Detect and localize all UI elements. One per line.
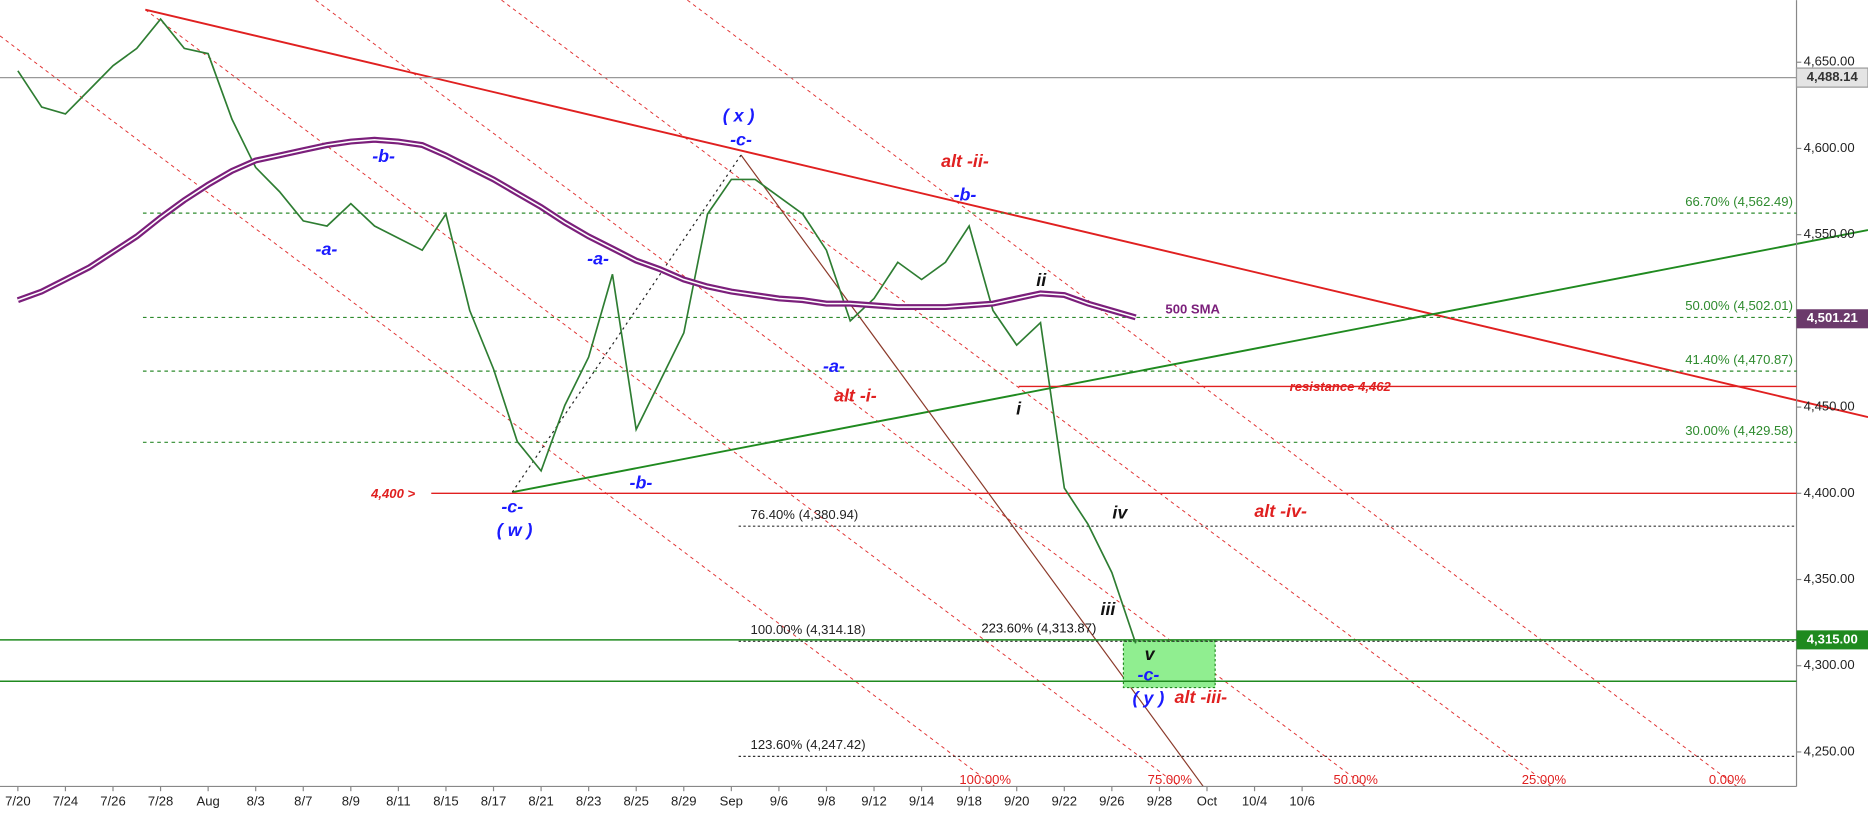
y-tick-label: 4,650.00 bbox=[1804, 54, 1855, 69]
x-tick-label: 9/6 bbox=[770, 793, 788, 808]
price-badge-label: 4,488.14 bbox=[1807, 69, 1859, 84]
x-tick-label: 7/28 bbox=[148, 793, 173, 808]
wave-label: ( w ) bbox=[497, 520, 533, 540]
x-tick-label: 9/22 bbox=[1052, 793, 1077, 808]
x-tick-label: Aug bbox=[196, 793, 219, 808]
x-tick-label: 9/20 bbox=[1004, 793, 1029, 808]
x-tick-label: 7/20 bbox=[5, 793, 30, 808]
y-tick-label: 4,350.00 bbox=[1804, 571, 1855, 586]
retracement-label: 50.00% (4,502.01) bbox=[1685, 298, 1793, 313]
x-tick-label: 7/26 bbox=[100, 793, 125, 808]
x-tick-label: 10/4 bbox=[1242, 793, 1267, 808]
channel-line bbox=[0, 35, 996, 787]
wave-label: -b- bbox=[372, 146, 395, 166]
wave-label: -a- bbox=[823, 356, 845, 376]
x-tick-label: 9/18 bbox=[956, 793, 981, 808]
sma-line-inner bbox=[17, 139, 1136, 319]
wave-label: alt -ii- bbox=[941, 151, 989, 171]
x-tick-label: Oct bbox=[1197, 793, 1218, 808]
wave-label: ii bbox=[1036, 270, 1047, 290]
y-tick-label: 4,450.00 bbox=[1804, 399, 1855, 414]
wave-label: ( y ) bbox=[1133, 688, 1165, 708]
wave-label: alt -i- bbox=[834, 386, 877, 406]
retracement-label: 66.70% (4,562.49) bbox=[1685, 194, 1793, 209]
channel-line bbox=[145, 9, 1180, 787]
wave-label: -c- bbox=[1138, 664, 1160, 684]
channel-label: 75.00% bbox=[1148, 772, 1193, 787]
value-badge-label: 4,501.21 bbox=[1807, 310, 1858, 325]
level-badge-label: 4,315.00 bbox=[1807, 631, 1858, 646]
channel-label: 100.00% bbox=[959, 772, 1011, 787]
retracement-label: 30.00% (4,429.58) bbox=[1685, 423, 1793, 438]
extension-label: 100.00% (4,314.18) bbox=[751, 622, 866, 637]
x-tick-label: 9/14 bbox=[909, 793, 934, 808]
retracement-label: 41.40% (4,470.87) bbox=[1685, 352, 1793, 367]
x-tick-label: 10/6 bbox=[1289, 793, 1314, 808]
level-label: 4,400 > bbox=[370, 486, 415, 501]
y-tick-label: 4,300.00 bbox=[1804, 657, 1855, 672]
target-zone bbox=[1122, 640, 1216, 689]
channel-label: 25.00% bbox=[1522, 772, 1567, 787]
x-tick-label: 7/24 bbox=[53, 793, 78, 808]
y-tick-label: 4,250.00 bbox=[1804, 743, 1855, 758]
uptrend-line bbox=[512, 229, 1868, 494]
x-tick-label: 8/29 bbox=[671, 793, 696, 808]
wave-label: -b- bbox=[630, 473, 653, 493]
x-tick-label: 8/17 bbox=[481, 793, 506, 808]
x-tick-label: 9/12 bbox=[861, 793, 886, 808]
x-tick-label: 8/11 bbox=[386, 793, 411, 808]
wave-label: -c- bbox=[501, 496, 523, 516]
x-tick-label: 8/15 bbox=[433, 793, 458, 808]
extension-label: 123.60% (4,247.42) bbox=[751, 737, 866, 752]
x-tick-label: Sep bbox=[720, 793, 743, 808]
price-badge bbox=[1795, 67, 1868, 88]
wave-label: iii bbox=[1100, 599, 1116, 619]
y-tick-label: 4,550.00 bbox=[1804, 226, 1855, 241]
price-line bbox=[17, 17, 1137, 644]
x-tick-label: 9/8 bbox=[817, 793, 835, 808]
channel-label: 0.00% bbox=[1709, 772, 1746, 787]
value-badge bbox=[1796, 309, 1868, 329]
wave-label: -b- bbox=[954, 184, 977, 204]
wave-label: -a- bbox=[587, 249, 609, 269]
wave-label: -a- bbox=[316, 239, 338, 259]
level-badge bbox=[1796, 630, 1868, 650]
wave-label: ( x ) bbox=[723, 106, 755, 126]
y-tick-label: 4,600.00 bbox=[1804, 140, 1855, 155]
x-tick-label: 8/25 bbox=[623, 793, 648, 808]
x-tick-label: 8/9 bbox=[342, 793, 360, 808]
x-tick-label: 8/21 bbox=[528, 793, 553, 808]
wave-label: v bbox=[1145, 644, 1156, 664]
wave-label: i bbox=[1016, 399, 1022, 419]
level-label: resistance 4,462 bbox=[1290, 379, 1392, 394]
wave-label: -c- bbox=[730, 129, 752, 149]
x-tick-label: 9/28 bbox=[1147, 793, 1172, 808]
wave-label: alt -iii- bbox=[1175, 687, 1228, 707]
fib-label: 223.60% (4,313.87) bbox=[981, 621, 1096, 636]
series-label: 500 SMA bbox=[1165, 302, 1220, 317]
wave-line bbox=[511, 154, 742, 493]
extension-label: 76.40% (4,380.94) bbox=[751, 507, 859, 522]
x-tick-label: 8/7 bbox=[294, 793, 312, 808]
x-tick-label: 9/26 bbox=[1099, 793, 1124, 808]
wave-label: iv bbox=[1112, 502, 1128, 522]
x-tick-label: 8/3 bbox=[247, 793, 265, 808]
channel-label: 50.00% bbox=[1334, 772, 1379, 787]
wave-label: alt -iv- bbox=[1254, 501, 1307, 521]
x-tick-label: 8/23 bbox=[576, 793, 601, 808]
y-tick-label: 4,400.00 bbox=[1804, 485, 1855, 500]
